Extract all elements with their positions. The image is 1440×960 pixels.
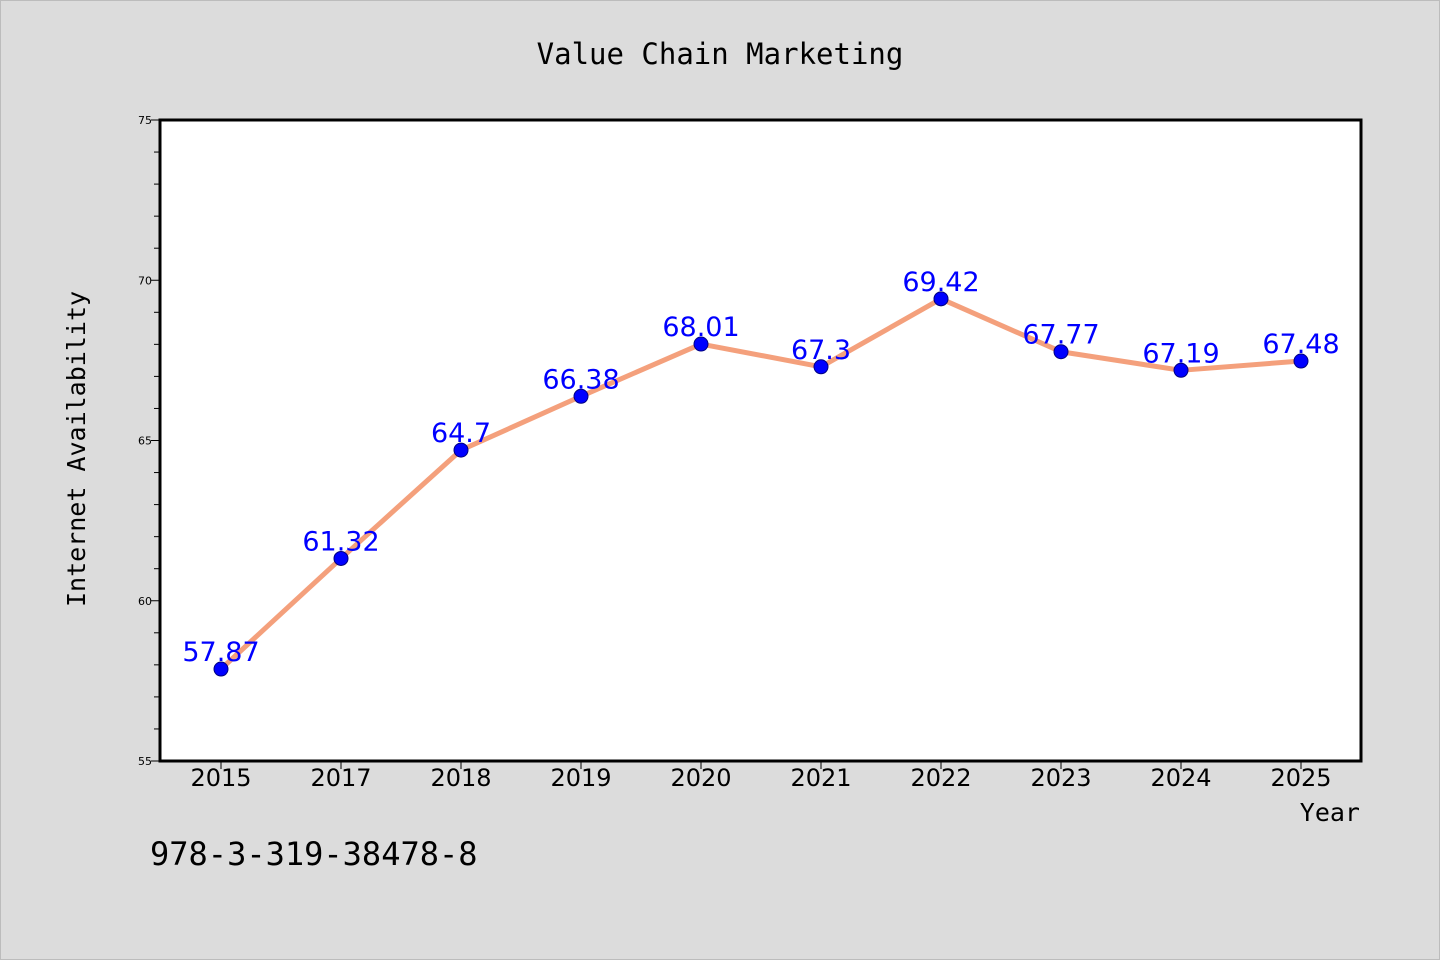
data-point-marker (333, 550, 349, 566)
data-value-label: 66.38 (542, 364, 619, 395)
data-value-label: 57.87 (182, 637, 259, 668)
series-line-segment (578, 341, 704, 399)
x-tick-label: 2021 (790, 764, 851, 792)
series-line-group (218, 296, 1304, 672)
data-value-label: 64.7 (431, 418, 491, 449)
data-point-marker (1173, 362, 1189, 378)
y-tick-label: 60 (138, 595, 152, 608)
x-tick-label: 2018 (430, 764, 491, 792)
data-value-label: 68.01 (662, 312, 739, 343)
data-point-marker (453, 442, 469, 458)
data-value-label: 67.77 (1022, 320, 1099, 351)
series-line-segment (818, 296, 944, 370)
series-line-segment (1178, 358, 1304, 373)
data-value-label: 67.48 (1262, 329, 1339, 360)
x-axis-label: Year (1300, 798, 1360, 827)
series-line-segment (938, 296, 1064, 355)
series-labels-group: 57.87 61.32 64.7 66.38 68.01 67.3 69.42 67.77 67… (182, 267, 1339, 668)
y-tick-label: 75 (138, 114, 152, 127)
series-line-segment (458, 393, 584, 453)
data-point-marker (573, 388, 589, 404)
x-tick-label: 2023 (1030, 764, 1091, 792)
data-point-marker (1053, 344, 1069, 360)
data-point-marker (213, 661, 229, 677)
x-tick-label: 2020 (670, 764, 731, 792)
data-value-label: 69.42 (902, 267, 979, 298)
x-tick-label: 2017 (310, 764, 371, 792)
x-tick-label: 2025 (1270, 764, 1331, 792)
x-tick-label: 2022 (910, 764, 971, 792)
series-line-segment (698, 341, 824, 370)
plot-frame (158, 118, 1363, 763)
data-point-marker (813, 359, 829, 375)
y-tick-label: 65 (138, 435, 152, 448)
series-markers-group (213, 291, 1309, 677)
data-value-label: 67.3 (791, 335, 851, 366)
y-tick-label: 55 (138, 755, 152, 768)
series-line-segment (338, 447, 464, 561)
y-tick-label: 70 (138, 274, 152, 287)
y-axis-label: Internet Availability (62, 291, 91, 607)
plot-area (160, 120, 1361, 761)
x-axis-ticks: 2015 2017 2018 2019 2020 2021 2022 2023 2024 2025 (190, 761, 1332, 792)
chart-title: Value Chain Marketing (537, 37, 904, 71)
data-point-marker (1293, 353, 1309, 369)
series-line-segment (1058, 349, 1184, 373)
data-value-label: 67.19 (1142, 338, 1219, 369)
x-tick-label: 2024 (1150, 764, 1211, 792)
x-tick-label: 2019 (550, 764, 611, 792)
data-point-marker (933, 291, 949, 307)
series-line-segment (218, 555, 344, 672)
footnote-identifier: 978-3-319-38478-8 (150, 835, 478, 873)
x-tick-label: 2015 (190, 764, 251, 792)
data-value-label: 61.32 (302, 526, 379, 557)
data-point-marker (693, 336, 709, 352)
